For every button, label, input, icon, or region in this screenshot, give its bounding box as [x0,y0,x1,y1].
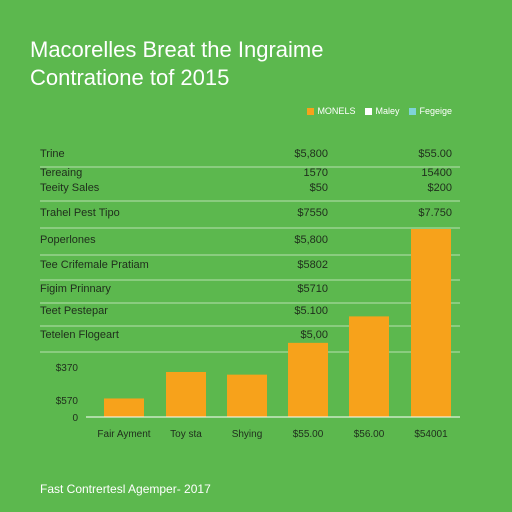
table-row-label-5: Tee Crifemale Pratiam [40,259,149,271]
bar-2 [227,374,267,417]
table-row-right-value-1: 15400 [421,167,452,179]
legend-label-monels: MONELS [317,106,356,116]
legend-swatch-maley [365,107,373,115]
bar-5 [411,229,451,417]
table-row-mid-value-3: $7550 [297,207,328,219]
table-row-mid-value-2: $50 [310,182,328,194]
bar-3 [288,342,328,417]
y-tick-label-0: $370 [56,363,79,374]
table-row-mid-value-5: $5802 [297,259,328,271]
table-row-right-value-2: $200 [428,182,452,194]
chart-title: Macorelles Breat the Ingraime Contration… [30,36,323,92]
footer-note: Fast Contrertesl Agemper- 2017 [40,482,211,496]
y-tick-label-1: $570 [56,396,79,407]
x-tick-label-0: Fair Ayment [97,429,150,440]
bar-1 [166,371,206,417]
table-row-label-1: Tereaing [40,167,82,179]
table-row-label-7: Teet Pestepar [40,305,108,317]
table-row-mid-value-6: $5710 [297,283,328,295]
legend-entry-fegeige: Fegeige [409,106,452,116]
table-row-label-3: Trahel Pest Tipo [40,207,120,219]
table-row-label-8: Tetelen Flogeart [40,329,119,341]
table-row-right-value-0: $55.00 [418,148,452,160]
table-row-mid-value-1: 1570 [304,167,328,179]
table-row-label-4: Poperlones [40,234,96,246]
table-row-label-0: Trine [40,148,65,160]
legend-entry-monels: MONELS [307,106,355,116]
legend-swatch-fegeige [409,107,417,115]
legend-label-fegeige: Fegeige [419,106,452,116]
legend-label-maley: Maley [375,106,400,116]
table-row-right-value-3: $7.750 [418,207,452,219]
table-row-mid-value-8: $5,00 [300,329,328,341]
x-tick-label-5: $54001 [414,429,448,440]
table-row-mid-value-4: $5,800 [294,234,328,246]
table-row-label-2: Teeity Sales [40,182,100,194]
bar-4 [349,316,389,417]
x-tick-label-4: $56.00 [354,429,385,440]
chart-title-line-1: Macorelles Breat the Ingraime [30,37,324,62]
legend-entry-maley: Maley [365,106,399,116]
bar-0 [104,398,144,417]
table-row-mid-value-0: $5,800 [294,148,328,160]
x-tick-label-1: Toy sta [170,429,202,440]
legend: MONELS Maley Fegeige [307,106,452,116]
table-row-label-6: Figim Prinnary [40,283,111,295]
y-tick-label-2: 0 [72,413,78,424]
legend-swatch-monels [307,107,315,115]
x-tick-label-2: Shying [232,429,263,440]
x-tick-label-3: $55.00 [293,429,324,440]
table-row-mid-value-7: $5.100 [294,305,328,317]
chart-title-line-2: Contratione tof 2015 [30,65,230,90]
